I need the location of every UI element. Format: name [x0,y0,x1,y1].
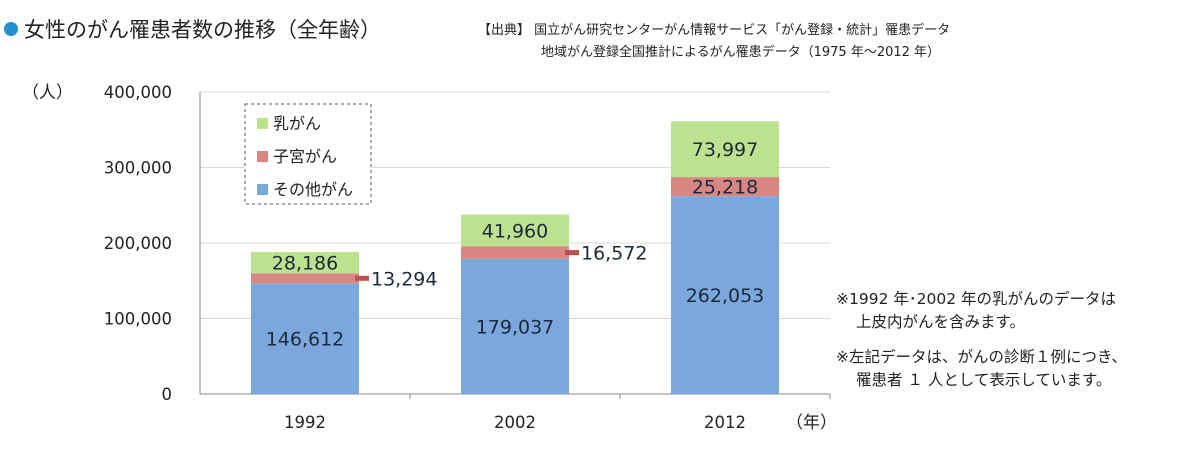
note2-line1: ※左記データは、がんの診断１例につき、 [836,348,1127,366]
data-label-leader [355,275,369,281]
bar-segment [251,273,359,284]
y-tick-label: 300,000 [104,159,172,178]
note-diagnosis-count: ※左記データは、がんの診断１例につき、 罹患者 １ 人として表示しています。 [836,346,1127,392]
bar-segment [461,246,569,259]
data-label: 146,612 [266,329,345,351]
legend-label: 子宮がん [273,147,337,166]
bar-segment [251,251,359,274]
legend-swatch [257,151,268,162]
data-label: 25,218 [692,177,758,199]
data-label: 13,294 [371,268,437,290]
x-tick-label: 1992 [284,413,326,432]
y-axis-label: （人） [22,83,73,103]
title-bullet-icon [4,22,18,36]
y-tick-label: 400,000 [104,83,172,102]
x-tick-label: 2002 [494,413,536,432]
data-label: 179,037 [476,316,555,338]
data-label: 262,053 [686,285,765,307]
data-label-leader [565,250,579,256]
note-breast-cancer: ※1992 年･2002 年の乳がんのデータは 上皮内がんを含みます。 [836,288,1116,334]
bar-segment [671,121,779,178]
x-tick-label: 2012 [704,413,746,432]
bar-segment [461,214,569,247]
source-line-1: 【出典】 国立がん研究センターがん情報サービス「がん登録・統計」罹患データ [478,23,951,38]
data-label: 41,960 [482,220,548,242]
chart-title-block: 女性のがん罹患者数の推移（全年齢） [4,14,381,44]
note2-line2: 罹患者 １ 人として表示しています。 [856,371,1112,389]
note1-line1: ※1992 年･2002 年の乳がんのデータは [836,290,1116,308]
bar-segment [671,196,779,394]
y-tick-label: 0 [162,385,173,404]
data-label: 73,997 [692,139,758,161]
bar-segment [461,258,569,394]
y-tick-label: 200,000 [104,234,172,253]
note1-line2: 上皮内がんを含みます。 [856,313,1025,331]
legend-label: その他がん [273,180,353,199]
legend-swatch [257,184,268,195]
legend-swatch [257,118,268,129]
bar-segment [671,177,779,197]
source-line-2: 地域がん登録全国推計によるがん罹患データ（1975 年～2012 年） [541,45,941,60]
y-tick-label: 100,000 [104,310,172,329]
source-citation: 【出典】 国立がん研究センターがん情報サービス「がん登録・統計」罹患データ 地域… [478,20,950,64]
chart-title: 女性のがん罹患者数の推移（全年齢） [24,18,381,42]
data-label: 16,572 [581,243,647,265]
bar-segment [251,283,359,394]
data-label: 28,186 [272,253,338,275]
x-axis-label: （年） [786,413,837,433]
legend-label: 乳がん [273,114,321,133]
